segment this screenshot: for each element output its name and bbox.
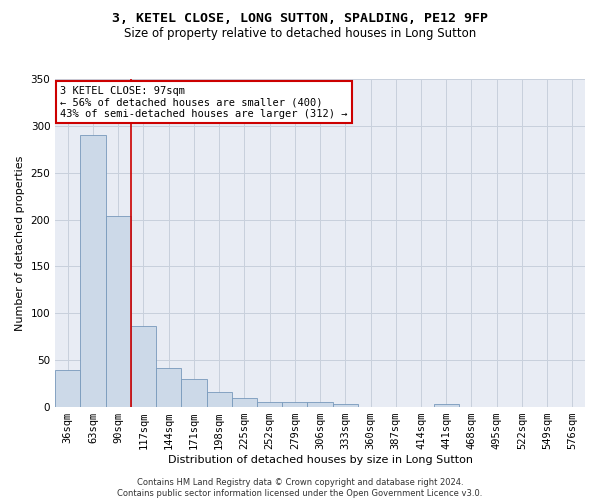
Bar	[181, 379, 206, 407]
Text: Contains HM Land Registry data © Crown copyright and database right 2024.
Contai: Contains HM Land Registry data © Crown c…	[118, 478, 482, 498]
Bar	[131, 326, 156, 407]
Bar	[257, 402, 282, 407]
Y-axis label: Number of detached properties: Number of detached properties	[15, 156, 25, 330]
Bar	[332, 404, 358, 407]
Bar	[106, 216, 131, 407]
Bar	[307, 402, 332, 407]
Bar	[232, 398, 257, 407]
Text: 3 KETEL CLOSE: 97sqm
← 56% of detached houses are smaller (400)
43% of semi-deta: 3 KETEL CLOSE: 97sqm ← 56% of detached h…	[61, 86, 348, 119]
Bar	[206, 392, 232, 407]
X-axis label: Distribution of detached houses by size in Long Sutton: Distribution of detached houses by size …	[167, 455, 473, 465]
Text: Size of property relative to detached houses in Long Sutton: Size of property relative to detached ho…	[124, 28, 476, 40]
Bar	[434, 404, 459, 407]
Bar	[282, 402, 307, 407]
Text: 3, KETEL CLOSE, LONG SUTTON, SPALDING, PE12 9FP: 3, KETEL CLOSE, LONG SUTTON, SPALDING, P…	[112, 12, 488, 26]
Bar	[55, 370, 80, 407]
Bar	[156, 368, 181, 407]
Bar	[80, 135, 106, 407]
